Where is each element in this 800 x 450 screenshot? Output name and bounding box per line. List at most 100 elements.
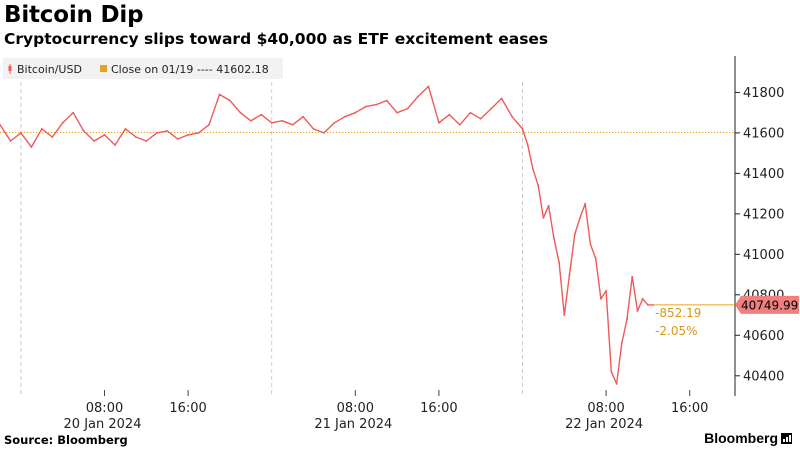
- y-tick-label: 41400: [743, 167, 784, 182]
- legend-box: [3, 58, 283, 79]
- square-icon: [100, 65, 107, 72]
- data-point: [61, 121, 64, 124]
- data-point: [40, 127, 43, 130]
- data-point: [281, 119, 284, 122]
- data-point: [176, 138, 179, 140]
- data-point: [354, 111, 357, 114]
- series-line: [0, 85, 654, 385]
- x-tick-label: 16:00: [420, 401, 457, 416]
- data-point: [260, 113, 263, 116]
- data-point: [385, 99, 388, 102]
- data-point: [270, 121, 273, 124]
- data-point: [537, 184, 540, 187]
- data-point: [620, 342, 623, 345]
- brand-name: Bloomberg: [704, 430, 778, 446]
- data-point: [610, 370, 613, 373]
- data-point: [229, 99, 231, 102]
- y-tick-label: 41600: [743, 126, 784, 141]
- source-note: Source: Bloomberg: [4, 433, 128, 447]
- data-point: [641, 298, 644, 300]
- data-point: [448, 113, 451, 116]
- data-point: [82, 130, 85, 132]
- data-point: [155, 132, 158, 134]
- data-point: [208, 123, 210, 126]
- x-date-label: 20 Jan 2024: [64, 417, 142, 432]
- legend: Bitcoin/USD Close on 01/19 ---- 41602.18: [3, 58, 283, 79]
- change-percent: -2.05%: [655, 324, 697, 338]
- x-date-label: 21 Jan 2024: [314, 417, 392, 432]
- line-icon: [8, 64, 12, 74]
- legend-label-bitcoin: Bitcoin/USD: [17, 63, 82, 76]
- data-point: [600, 298, 602, 300]
- data-point: [114, 144, 116, 146]
- data-point: [364, 105, 367, 108]
- data-point: [249, 119, 252, 122]
- data-point: [323, 132, 325, 134]
- data-point: [584, 202, 587, 205]
- x-tick-label: 08:00: [337, 401, 374, 416]
- data-point: [406, 107, 409, 110]
- data-point: [9, 140, 12, 142]
- y-tick-label: 41000: [743, 248, 784, 263]
- last-value-tag: 40749.99: [735, 295, 799, 314]
- legend-label-close: Close on 01/19 ---- 41602.18: [111, 63, 269, 76]
- x-date-label: 22 Jan 2024: [565, 417, 643, 432]
- data-point: [344, 115, 346, 118]
- data-point: [291, 123, 294, 126]
- y-tick-label: 41200: [743, 207, 784, 222]
- last-value-label: 40749.99: [741, 298, 798, 312]
- data-point: [558, 261, 560, 264]
- data-point: [563, 314, 566, 316]
- data-point: [469, 111, 472, 114]
- bars-icon: [781, 432, 792, 444]
- data-point: [302, 115, 304, 118]
- data-point: [239, 111, 242, 114]
- data-point: [636, 310, 639, 312]
- x-tick-label: 08:00: [86, 401, 123, 416]
- data-point: [375, 103, 378, 106]
- data-point: [312, 127, 315, 130]
- legend-item-close: Close on 01/19 ---- 41602.18: [100, 63, 269, 76]
- data-point: [589, 243, 592, 246]
- data-point: [51, 136, 54, 138]
- data-point: [135, 136, 137, 138]
- chart-title: Bitcoin Dip: [4, 2, 144, 28]
- data-point: [438, 121, 440, 124]
- data-point: [145, 140, 148, 142]
- data-point: [553, 237, 555, 240]
- chart-subtitle: Cryptocurrency slips toward $40,000 as E…: [4, 30, 549, 48]
- data-point: [30, 146, 33, 149]
- y-tick-label: 40400: [743, 369, 784, 384]
- data-point: [417, 95, 419, 98]
- data-point: [647, 304, 649, 306]
- data-point: [547, 204, 550, 207]
- x-tick-label: 08:00: [587, 401, 624, 416]
- y-tick-label: 41800: [743, 86, 784, 101]
- data-point: [427, 85, 430, 88]
- data-point: [605, 289, 607, 292]
- data-point: [542, 217, 545, 219]
- data-point: [526, 144, 529, 146]
- legend-item-bitcoin: Bitcoin/USD: [8, 63, 82, 76]
- data-point: [573, 233, 576, 236]
- y-tick-label: 40600: [743, 329, 784, 344]
- data-point: [500, 97, 503, 100]
- data-point: [103, 134, 106, 136]
- x-tick-label: 16:00: [169, 401, 206, 416]
- data-point: [20, 132, 22, 134]
- series-bitcoin: [0, 85, 654, 385]
- data-point: [615, 383, 618, 385]
- data-point: [218, 93, 221, 96]
- data-point: [93, 140, 95, 142]
- data-point: [594, 257, 597, 260]
- data-point: [568, 273, 571, 276]
- data-point: [479, 117, 482, 120]
- price-tag: [735, 295, 799, 314]
- data-point: [197, 132, 200, 134]
- data-point: [579, 217, 581, 219]
- data-point: [166, 130, 169, 132]
- data-point: [532, 168, 534, 171]
- data-point: [72, 111, 75, 114]
